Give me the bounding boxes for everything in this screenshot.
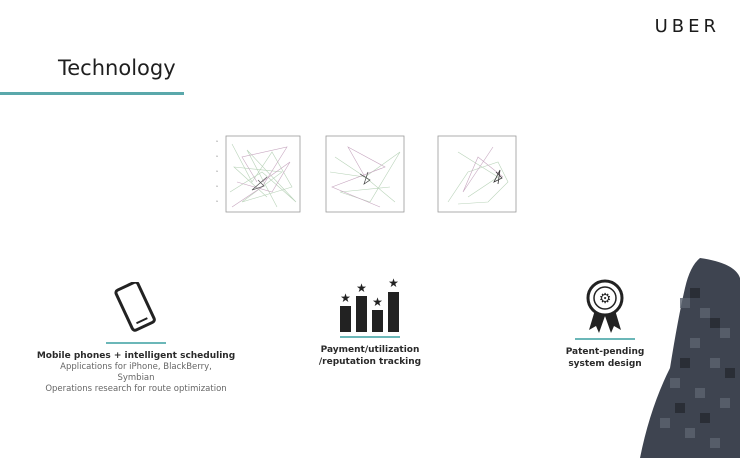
route-plot-1: a a a a a [212,132,304,224]
svg-text:★: ★ [340,291,351,305]
page-title: Technology [58,56,176,80]
feature-heading-line: Patent-pending [565,347,645,357]
rating-bars-icon: ★ ★ ★ ★ [334,272,406,334]
feature-payment: ★ ★ ★ ★ Payment/utilization /reputation … [300,272,440,368]
svg-text:a: a [216,154,218,158]
feature-line: Applications for iPhone, BlackBerry, [60,362,212,372]
svg-text:a: a [216,139,218,143]
feature-divider [106,342,166,344]
uber-logo: UBER [654,16,720,37]
presenter-silhouette [640,258,740,458]
svg-text:★: ★ [356,281,367,295]
feature-heading-line: Payment/utilization [320,345,420,355]
feature-heading-line: system design [568,359,642,369]
feature-divider [340,336,400,338]
feature-mobile: Mobile phones + intelligent scheduling A… [20,280,252,395]
route-plots: a a a a a [212,132,532,230]
svg-text:★: ★ [388,276,399,290]
feature-heading-line: /reputation tracking [318,357,422,367]
route-plot-3 [428,132,520,224]
svg-text:a: a [216,184,218,188]
svg-text:⚙: ⚙ [599,291,612,307]
svg-text:a: a [216,169,218,173]
smartphone-icon [106,280,166,334]
feature-heading: Mobile phones + intelligent scheduling [36,351,236,361]
route-plot-2 [320,132,412,224]
svg-text:a: a [216,199,218,203]
feature-divider [575,338,635,340]
award-badge-icon: ⚙ [581,278,629,334]
feature-line: Operations research for route optimizati… [45,384,227,394]
feature-patent: ⚙ Patent-pending system design [545,278,665,370]
svg-text:★: ★ [372,295,383,309]
feature-line: Symbian [117,373,155,383]
title-underline [0,92,184,95]
